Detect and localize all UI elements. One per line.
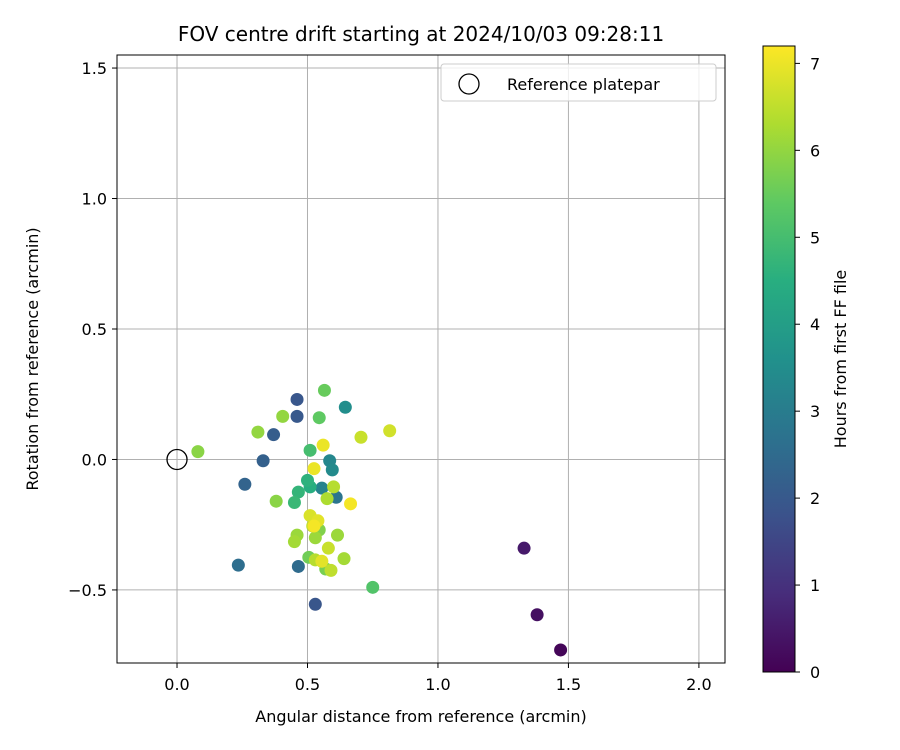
colorbar-tick-label: 4	[810, 315, 820, 334]
data-point	[321, 541, 335, 555]
colorbar-tick-label: 3	[810, 402, 820, 421]
data-point	[317, 383, 331, 397]
data-point	[554, 643, 568, 657]
legend-label: Reference platepar	[507, 75, 660, 94]
x-tick-label: 2.0	[686, 675, 711, 694]
data-point	[315, 481, 329, 495]
data-point	[191, 445, 205, 459]
data-point	[269, 494, 283, 508]
data-point	[327, 480, 341, 494]
data-point	[330, 528, 344, 542]
x-tick-label: 1.0	[425, 675, 450, 694]
plot-frame	[116, 54, 726, 664]
colorbar-tick-label: 2	[810, 489, 820, 508]
colorbar-label: Hours from first FF file	[831, 270, 850, 449]
y-axis-ticks: −0.5 0.0 0.5 1.0 1.5	[68, 59, 117, 600]
colorbar-tick-label: 5	[810, 228, 820, 247]
data-point	[290, 392, 304, 406]
legend-marker-circle	[458, 73, 480, 95]
data-point	[287, 496, 301, 510]
colorbar-tick-label: 1	[810, 576, 820, 595]
data-point	[231, 558, 245, 572]
data-point	[267, 428, 281, 442]
y-tick-label: 0.5	[82, 320, 107, 339]
data-point	[383, 424, 397, 438]
colorbar: 0 1 2 3 4 5 6 7 Hours from first FF file	[762, 45, 850, 682]
x-tick-label: 0.0	[164, 675, 189, 694]
data-point	[307, 519, 321, 533]
data-point	[530, 608, 544, 622]
data-point	[344, 497, 358, 511]
data-point	[300, 473, 314, 487]
colorbar-tick-label: 6	[810, 141, 820, 160]
legend: Reference platepar	[440, 63, 717, 102]
data-point	[325, 463, 339, 477]
data-point	[315, 554, 329, 568]
data-point	[238, 477, 252, 491]
data-point	[307, 462, 321, 476]
reference-platepar-marker	[166, 448, 188, 471]
data-point	[308, 597, 322, 611]
grid-lines	[117, 55, 725, 663]
data-points	[191, 383, 568, 657]
data-point	[366, 580, 380, 594]
colorbar-tick-label: 0	[810, 663, 820, 682]
x-axis-ticks: 0.0 0.5 1.0 1.5 2.0	[164, 663, 712, 694]
data-point	[291, 485, 305, 499]
chart-title: FOV centre drift starting at 2024/10/03 …	[178, 22, 664, 46]
colorbar-tick-label: 7	[810, 54, 820, 73]
y-tick-label: 1.5	[82, 59, 107, 78]
data-point	[290, 409, 304, 423]
data-point	[316, 438, 330, 452]
colorbar-ticks: 0 1 2 3 4 5 6 7	[795, 54, 820, 682]
data-point	[324, 563, 338, 577]
data-point	[338, 400, 352, 414]
colorbar-gradient	[762, 45, 796, 673]
data-point	[337, 552, 351, 566]
legend-box	[440, 63, 717, 102]
data-point	[251, 425, 265, 439]
y-tick-label: 0.0	[82, 450, 107, 469]
data-point	[276, 409, 290, 423]
y-tick-label: −0.5	[68, 581, 107, 600]
x-tick-label: 1.5	[556, 675, 581, 694]
data-point	[354, 430, 368, 444]
data-point	[303, 443, 317, 457]
data-point	[517, 541, 531, 555]
data-point	[256, 454, 270, 468]
data-point	[312, 411, 326, 425]
data-point	[320, 492, 334, 506]
data-point	[287, 535, 301, 549]
y-axis-label: Rotation from reference (arcmin)	[23, 227, 42, 490]
x-axis-label: Angular distance from reference (arcmin)	[255, 707, 586, 726]
reference-marker-layer	[166, 448, 188, 471]
y-tick-label: 1.0	[82, 190, 107, 209]
data-point	[291, 559, 305, 573]
x-tick-label: 0.5	[295, 675, 320, 694]
data-point	[308, 531, 322, 545]
